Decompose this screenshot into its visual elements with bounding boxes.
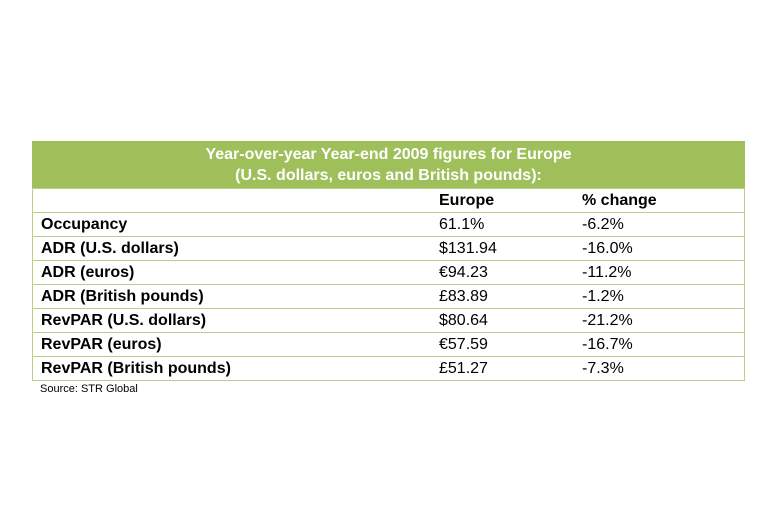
title-line: (U.S. dollars, euros and British pounds)… [235, 167, 542, 184]
table-cell: -21.2% [582, 308, 745, 333]
table-cell: -7.3% [582, 356, 745, 381]
table-cell: £83.89 [439, 284, 582, 309]
table-cell: -16.7% [582, 332, 745, 357]
table-cell: ADR (British pounds) [32, 284, 439, 309]
table-title: Year-over-year Year-end 2009 figures for… [32, 141, 745, 188]
title-line: Year-over-year Year-end 2009 figures for… [205, 146, 572, 163]
table-cell: RevPAR (U.S. dollars) [32, 308, 439, 333]
table-row: RevPAR (euros) €57.59 -16.7% [32, 332, 745, 357]
table-row: Occupancy 61.1% -6.2% [32, 212, 745, 237]
table-cell: -1.2% [582, 284, 745, 309]
table-row: RevPAR (U.S. dollars) $80.64 -21.2% [32, 308, 745, 333]
table-cell: -6.2% [582, 212, 745, 237]
table-cell: $131.94 [439, 236, 582, 261]
header-cell: % change [582, 188, 745, 213]
table: Europe% change Occupancy 61.1% -6.2% ADR (U.… [32, 188, 745, 381]
table-cell: 61.1% [439, 212, 582, 237]
table-block: Year-over-year Year-end 2009 figures for… [32, 141, 745, 395]
header-row: Europe% change [32, 188, 745, 213]
table-cell: £51.27 [439, 356, 582, 381]
table-row: ADR (euros) €94.23 -11.2% [32, 260, 745, 285]
table-cell: €57.59 [439, 332, 582, 357]
table-cell: -11.2% [582, 260, 745, 285]
source-note: Source: STR Global [40, 383, 138, 395]
table-cell: $80.64 [439, 308, 582, 333]
table-cell: ADR (euros) [32, 260, 439, 285]
header-cell: Europe [439, 188, 582, 213]
table-row: RevPAR (British pounds) £51.27 -7.3% [32, 356, 745, 381]
table-cell: €94.23 [439, 260, 582, 285]
table-cell: Occupancy [32, 212, 439, 237]
table-cell: RevPAR (euros) [32, 332, 439, 357]
table-cell: -16.0% [582, 236, 745, 261]
table-cell: ADR (U.S. dollars) [32, 236, 439, 261]
table-row: ADR (U.S. dollars) $131.94 -16.0% [32, 236, 745, 261]
header-cell [32, 188, 439, 213]
table-cell: RevPAR (British pounds) [32, 356, 439, 381]
table-row: ADR (British pounds) £83.89 -1.2% [32, 284, 745, 309]
